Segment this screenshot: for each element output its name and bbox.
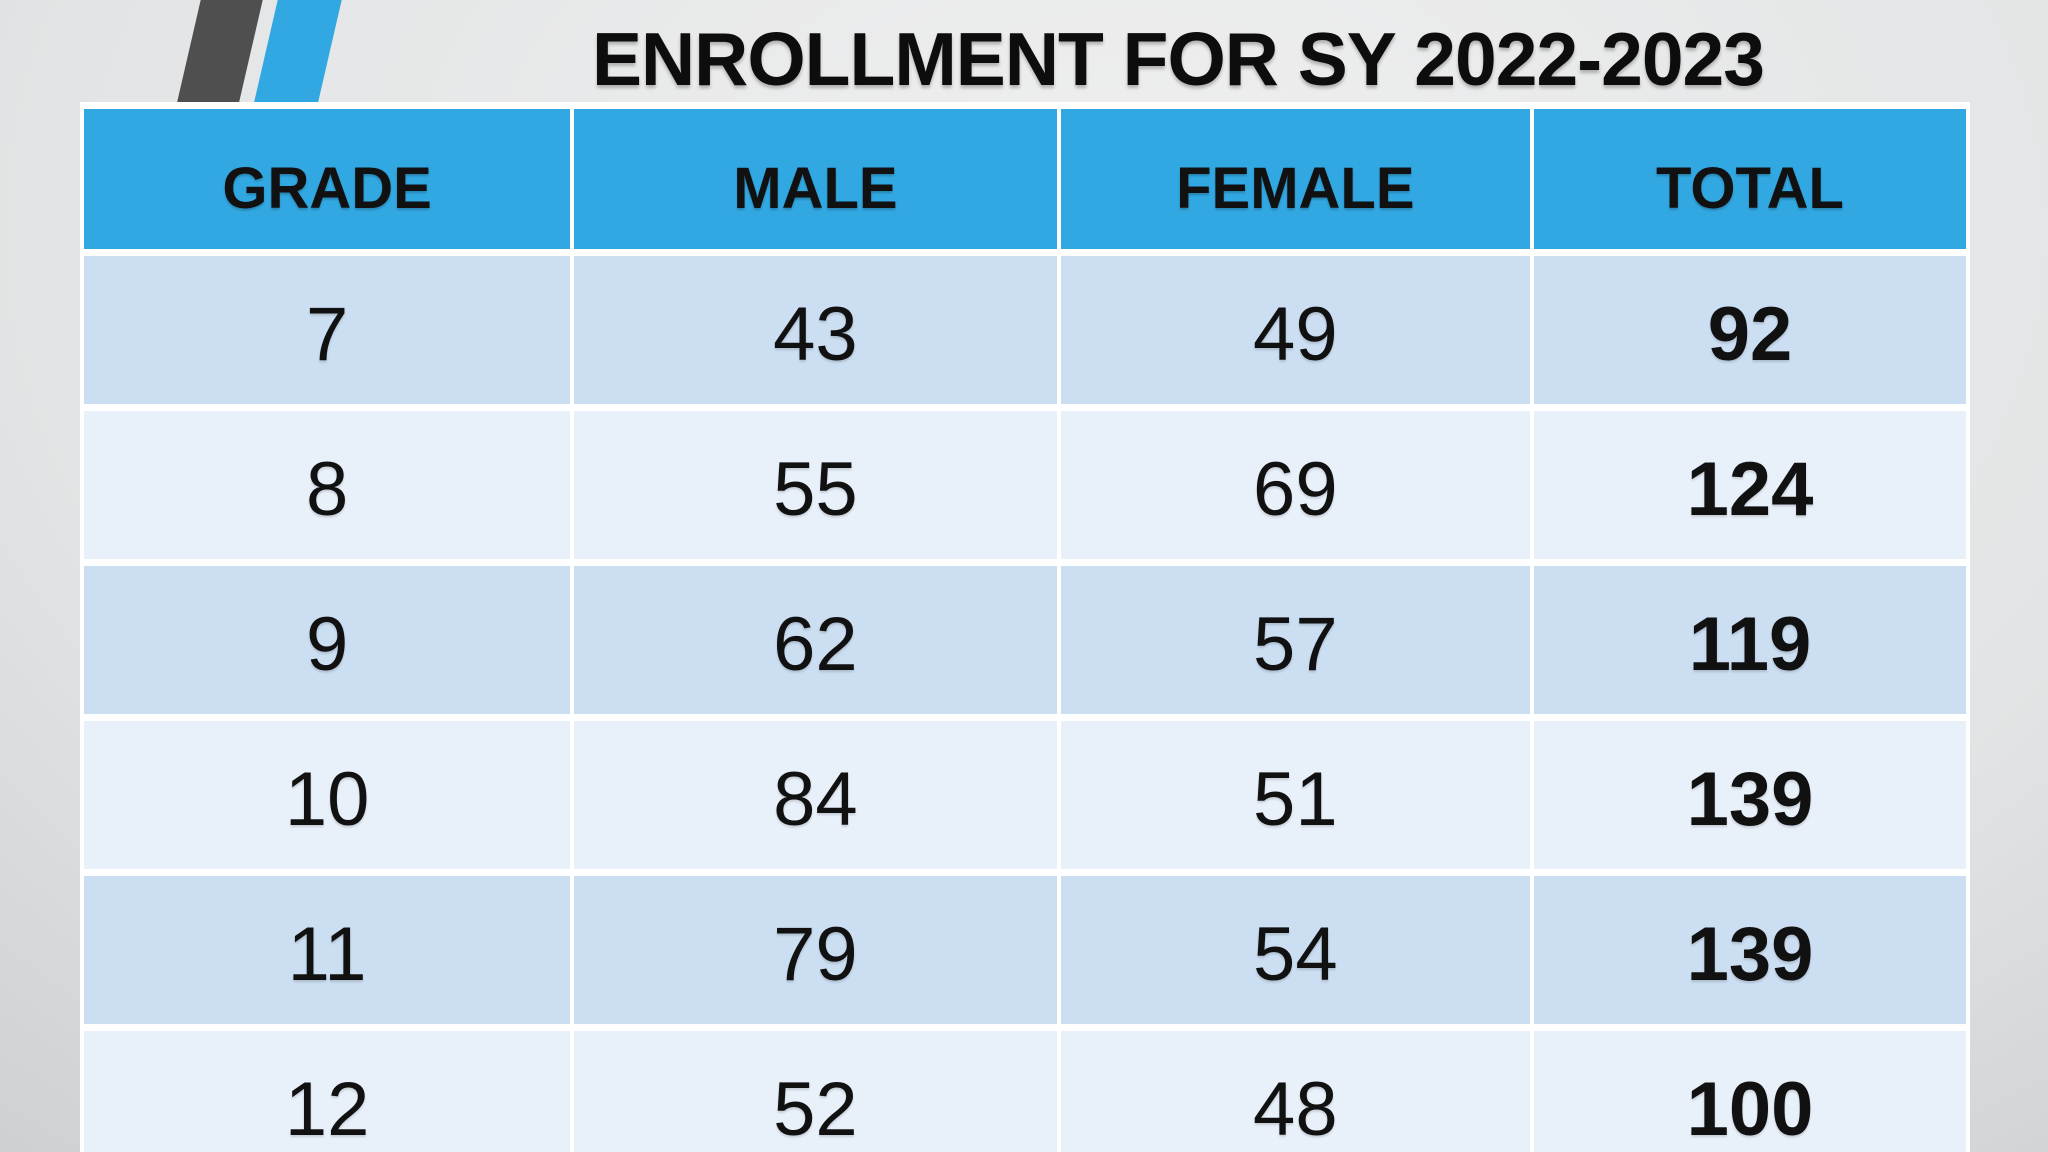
cell-female: 49 [1060,256,1530,404]
table-body: 7 43 49 92 8 55 69 124 9 62 57 119 10 84 51 139 11 79 54 13… [84,256,1966,1152]
cell-grade: 12 [84,1031,571,1152]
cell-total: 139 [1534,721,1966,869]
cell-total: 124 [1534,411,1966,559]
enrollment-table-wrap: GRADE MALE FEMALE TOTAL 7 43 49 92 8 55 69 124 9… [80,102,1970,1152]
cell-total: 139 [1534,876,1966,1024]
cell-male: 55 [574,411,1057,559]
cell-female: 51 [1060,721,1530,869]
cell-female: 48 [1060,1031,1530,1152]
decorative-stripe-gray [176,0,263,107]
cell-total: 100 [1534,1031,1966,1152]
cell-male: 84 [574,721,1057,869]
cell-male: 79 [574,876,1057,1024]
cell-female: 57 [1060,566,1530,714]
cell-female: 69 [1060,411,1530,559]
table-row: 12 52 48 100 [84,1031,1966,1152]
cell-male: 62 [574,566,1057,714]
table-row: 8 55 69 124 [84,411,1966,559]
cell-total: 92 [1534,256,1966,404]
table-row: 11 79 54 139 [84,876,1966,1024]
cell-male: 52 [574,1031,1057,1152]
cell-female: 54 [1060,876,1530,1024]
cell-grade: 8 [84,411,571,559]
cell-grade: 10 [84,721,571,869]
cell-total: 119 [1534,566,1966,714]
header-row: GRADE MALE FEMALE TOTAL [84,109,1966,249]
cell-grade: 7 [84,256,571,404]
cell-grade: 9 [84,566,571,714]
header-grade: GRADE [84,109,571,249]
cell-male: 43 [574,256,1057,404]
table-row: 7 43 49 92 [84,256,1966,404]
header-male: MALE [574,109,1057,249]
slide-title: ENROLLMENT FOR SY 2022-2023 [592,17,1765,101]
header-female: FEMALE [1060,109,1530,249]
enrollment-table: GRADE MALE FEMALE TOTAL 7 43 49 92 8 55 69 124 9… [80,102,1970,1152]
table-row: 10 84 51 139 [84,721,1966,869]
decorative-stripe-blue [253,0,342,107]
header-total: TOTAL [1534,109,1966,249]
table-row: 9 62 57 119 [84,566,1966,714]
cell-grade: 11 [84,876,571,1024]
